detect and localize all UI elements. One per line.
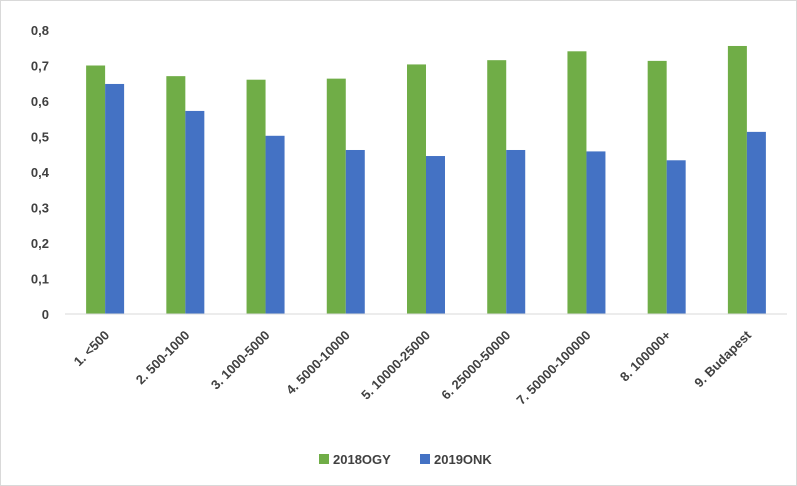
x-tick-label: 3. 1000-5000 <box>208 328 273 393</box>
bar-2019onk-8 <box>666 160 686 314</box>
y-tick-label: 0,2 <box>31 236 49 251</box>
bar-2018ogy-9 <box>727 45 747 314</box>
bar-2018ogy-1 <box>86 65 106 314</box>
y-tick-label: 0,1 <box>31 272 49 287</box>
bar-2019onk-1 <box>105 83 125 315</box>
x-axis: 1. <500 2. 500-1000 3. 1000-5000 4. 5000-10… <box>71 327 755 408</box>
x-tick-label: 8. 100000+ <box>617 327 674 384</box>
legend-label-2018ogy: 2018OGY <box>333 452 391 467</box>
x-tick-label: 2. 500-1000 <box>133 328 193 388</box>
x-tick-label: 1. <500 <box>71 328 113 370</box>
x-tick-label: 9. Budapest <box>691 327 754 390</box>
y-tick-label: 0,5 <box>31 130 49 145</box>
y-tick-label: 0,7 <box>31 59 49 74</box>
legend-label-2019onk: 2019ONK <box>434 452 492 467</box>
y-tick-label: 0 <box>42 307 49 322</box>
legend: 2018OGY 2019ONK <box>319 452 492 467</box>
legend-swatch-2018ogy <box>319 454 329 464</box>
bar-2019onk-2 <box>185 110 205 314</box>
bar-2018ogy-2 <box>166 76 186 315</box>
bar-2019onk-3 <box>265 135 285 314</box>
y-tick-label: 0,6 <box>31 94 49 109</box>
x-tick-label: 6. 25000-50000 <box>438 328 513 403</box>
bar-2018ogy-4 <box>326 78 346 314</box>
bar-2019onk-4 <box>345 149 365 314</box>
y-tick-label: 0,8 <box>31 23 49 38</box>
x-tick-label: 7. 50000-100000 <box>513 328 593 408</box>
y-axis: 0 0,1 0,2 0,3 0,4 0,5 0,6 0,7 0,8 <box>31 23 50 322</box>
bar-2018ogy-6 <box>487 60 507 314</box>
legend-swatch-2019onk <box>420 454 430 464</box>
bar-2018ogy-3 <box>246 79 266 314</box>
bar-2018ogy-8 <box>647 60 667 315</box>
bar-2019onk-9 <box>746 131 766 314</box>
y-tick-label: 0,3 <box>31 201 49 216</box>
bar-2019onk-5 <box>426 156 445 314</box>
x-tick-label: 5. 10000-25000 <box>358 328 433 403</box>
bar-2018ogy-7 <box>567 51 587 315</box>
bars <box>86 45 766 315</box>
bar-2018ogy-5 <box>407 64 426 314</box>
y-tick-label: 0,4 <box>31 165 50 180</box>
x-tick-label: 4. 5000-10000 <box>283 328 353 398</box>
bar-2019onk-6 <box>506 149 526 314</box>
bar-2019onk-7 <box>586 151 606 314</box>
